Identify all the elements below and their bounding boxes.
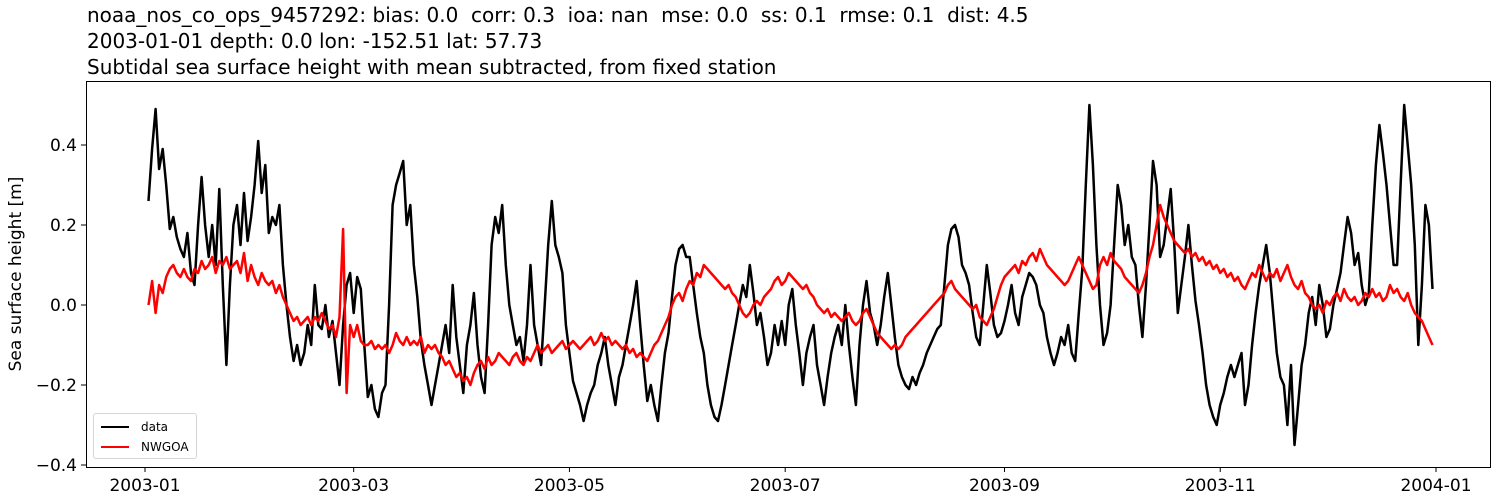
legend-swatch-nwgoa (101, 446, 129, 448)
series-line-nwgoa (147, 203, 1434, 395)
x-tick-label: 2003-05 (534, 476, 605, 496)
y-tick-label: −0.2 (36, 376, 77, 396)
x-tick-label: 2003-11 (1185, 476, 1256, 496)
legend-swatch-data (101, 426, 129, 428)
x-tick-label: 2003-07 (750, 476, 821, 496)
y-axis-ticks: −0.4 −0.2 0.0 0.2 0.4 (36, 136, 86, 476)
legend: data NWGOA (93, 413, 197, 459)
y-tick-label: 0.2 (50, 216, 77, 236)
title-description-line: Subtidal sea surface height with mean su… (87, 55, 777, 79)
title-location-line: 2003-01-01 depth: 0.0 lon: -152.51 lat: … (87, 29, 543, 53)
x-tick-label: 2003-03 (318, 476, 389, 496)
legend-item-data: data (101, 419, 168, 435)
title-stats-line: noaa_nos_co_ops_9457292: bias: 0.0 corr:… (87, 3, 1029, 27)
y-tick-label: −0.4 (36, 456, 77, 476)
x-tick-label: 2003-01 (109, 476, 180, 496)
axes-frame (86, 81, 1491, 468)
y-tick-label: 0.4 (50, 136, 77, 156)
x-axis-ticks: 2003-01 2003-03 2003-05 2003-07 2003-09 2003-… (109, 467, 1472, 496)
legend-label-data: data (141, 420, 169, 434)
chart-title: noaa_nos_co_ops_9457292: bias: 0.0 corr:… (87, 2, 1029, 80)
legend-label-nwgoa: NWGOA (141, 440, 189, 454)
series-line-data (147, 103, 1434, 447)
x-tick-label: 2004-01 (1400, 476, 1471, 496)
legend-item-nwgoa: NWGOA (101, 439, 189, 455)
series-layer (147, 103, 1434, 447)
x-tick-label: 2003-09 (969, 476, 1040, 496)
y-tick-label: 0.0 (50, 296, 77, 316)
